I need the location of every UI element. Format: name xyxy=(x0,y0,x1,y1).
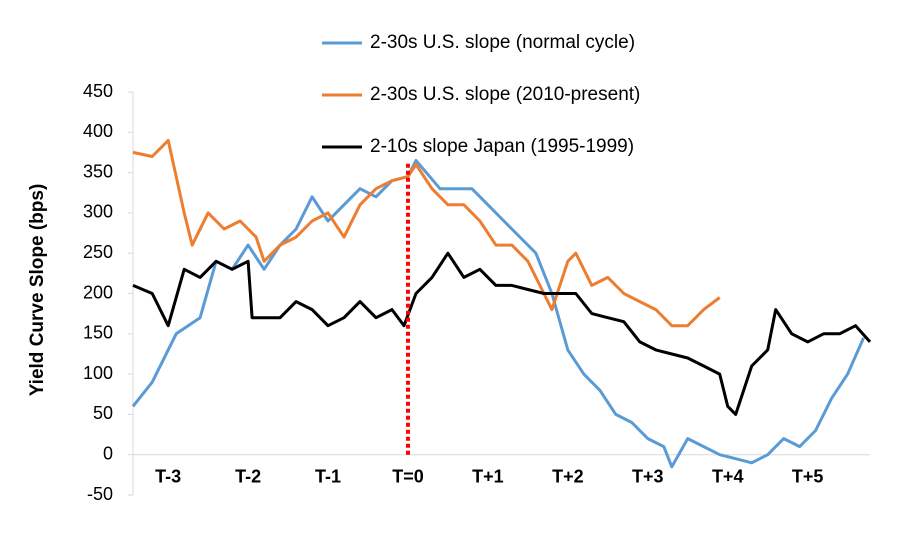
y-tick-label: 150 xyxy=(83,323,113,343)
series-line xyxy=(132,251,872,416)
y-tick-label: 400 xyxy=(83,121,113,141)
x-tick-label: T-1 xyxy=(315,466,341,486)
x-tick-label: T+1 xyxy=(472,466,504,486)
legend-label: 2-30s U.S. slope (normal cycle) xyxy=(370,32,635,53)
y-tick-label: 250 xyxy=(83,242,113,262)
y-tick-label: 300 xyxy=(83,202,113,222)
x-tick-label: T-3 xyxy=(155,466,181,486)
x-tick-label: T-2 xyxy=(235,466,261,486)
legend-label: 2-10s slope Japan (1995-1999) xyxy=(370,136,634,157)
y-tick-label: 0 xyxy=(103,443,113,463)
x-tick-label: T+4 xyxy=(712,466,744,486)
x-tick-label: T=0 xyxy=(392,466,424,486)
y-tick-label: 200 xyxy=(83,282,113,302)
legend-label: 2-30s U.S. slope (2010-present) xyxy=(370,84,640,105)
y-tick-label: 50 xyxy=(93,403,113,423)
y-tick-label: 450 xyxy=(83,81,113,101)
series-line xyxy=(131,159,865,469)
x-tick-label: T+5 xyxy=(792,466,824,486)
y-tick-label: 350 xyxy=(83,161,113,181)
series-line xyxy=(132,138,721,328)
y-tick-label: 100 xyxy=(83,363,113,383)
x-tick-label: T+2 xyxy=(552,466,584,486)
y-axis-title: Yield Curve Slope (bps) xyxy=(27,184,48,397)
y-tick-label: -50 xyxy=(87,484,113,504)
x-tick-label: T+3 xyxy=(632,466,664,486)
